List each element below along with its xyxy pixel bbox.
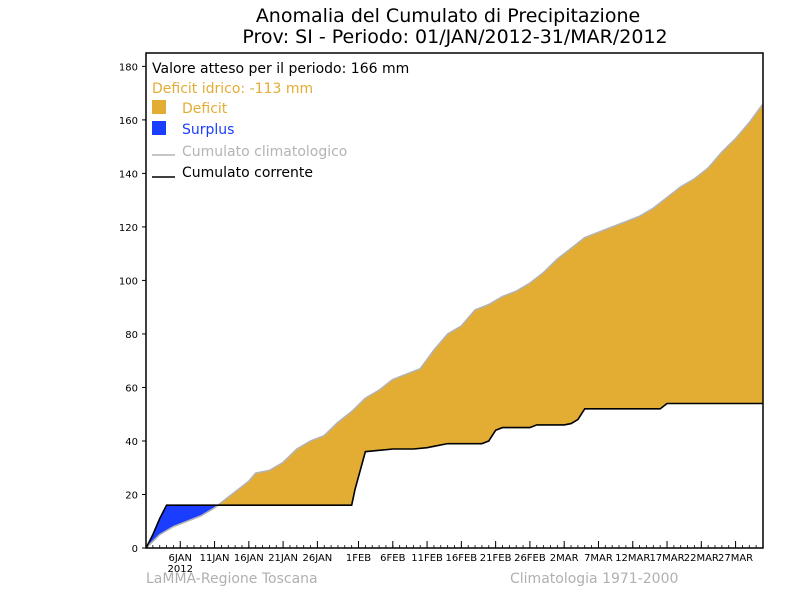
- x-tick-label: 22MAR: [684, 553, 719, 564]
- y-tick-label: 180: [119, 62, 138, 73]
- legend-deficit-note: Deficit idrico: -113 mm: [152, 81, 313, 97]
- x-tick-label: 26JAN: [302, 553, 332, 564]
- y-tick-label: 0: [132, 544, 138, 555]
- y-tick-label: 160: [119, 116, 138, 127]
- legend-surplus-label: Surplus: [182, 122, 234, 138]
- deficit-area: [218, 103, 764, 506]
- legend-deficit-label: Deficit: [182, 101, 228, 117]
- x-tick-label: 7MAR: [584, 553, 613, 564]
- footer-left-credit: LaMMA-Regione Toscana: [146, 571, 318, 587]
- y-tick-label: 100: [119, 276, 138, 287]
- x-tick-label: 11FEB: [411, 553, 443, 564]
- climatological-line: [145, 103, 764, 549]
- legend: Valore atteso per il periodo: 166 mm Def…: [152, 61, 409, 181]
- x-tick-label: 2MAR: [550, 553, 579, 564]
- x-tick-label: 26FEB: [514, 553, 546, 564]
- x-tick-label: 16JAN: [234, 553, 264, 564]
- legend-surplus-swatch: [152, 121, 166, 135]
- chart-title-line1: Anomalia del Cumulato di Precipitazione: [256, 5, 640, 27]
- x-tick-label: 27MAR: [718, 553, 753, 564]
- x-tick-label: 11JAN: [200, 553, 230, 564]
- x-tick-label: 17MAR: [649, 553, 684, 564]
- x-tick-label: 16FEB: [446, 553, 478, 564]
- footer-right-climatology: Climatologia 1971-2000: [510, 571, 678, 587]
- x-tick-label: 21JAN: [268, 553, 298, 564]
- y-tick-label: 60: [125, 383, 138, 394]
- chart-title-line2: Prov: SI - Periodo: 01/JAN/2012-31/MAR/2…: [242, 26, 667, 48]
- legend-climatological-label: Cumulato climatologico: [182, 144, 347, 160]
- y-axis: 0 20 40 60 80 100 120 140 160 180: [119, 62, 146, 555]
- x-tick-label: 12MAR: [615, 553, 650, 564]
- x-year-label: 2012: [168, 564, 193, 575]
- y-tick-label: 80: [125, 330, 138, 341]
- line-layer: [145, 103, 764, 549]
- x-tick-label: 6JAN: [169, 553, 192, 564]
- x-axis: 6JAN 11JAN 16JAN 21JAN 26JAN 1FEB 6FEB 11FEB 16F…: [152, 541, 757, 575]
- x-tick-label: 6FEB: [380, 553, 405, 564]
- legend-expected-value: Valore atteso per il periodo: 166 mm: [152, 61, 409, 77]
- x-tick-label: 21FEB: [480, 553, 512, 564]
- y-tick-label: 120: [119, 223, 138, 234]
- y-tick-label: 140: [119, 169, 138, 180]
- legend-current-label: Cumulato corrente: [182, 165, 313, 181]
- y-tick-label: 40: [125, 437, 138, 448]
- x-tick-label: 1FEB: [346, 553, 371, 564]
- legend-deficit-swatch: [152, 100, 166, 114]
- current-line: [145, 402, 763, 549]
- y-tick-label: 20: [125, 490, 138, 501]
